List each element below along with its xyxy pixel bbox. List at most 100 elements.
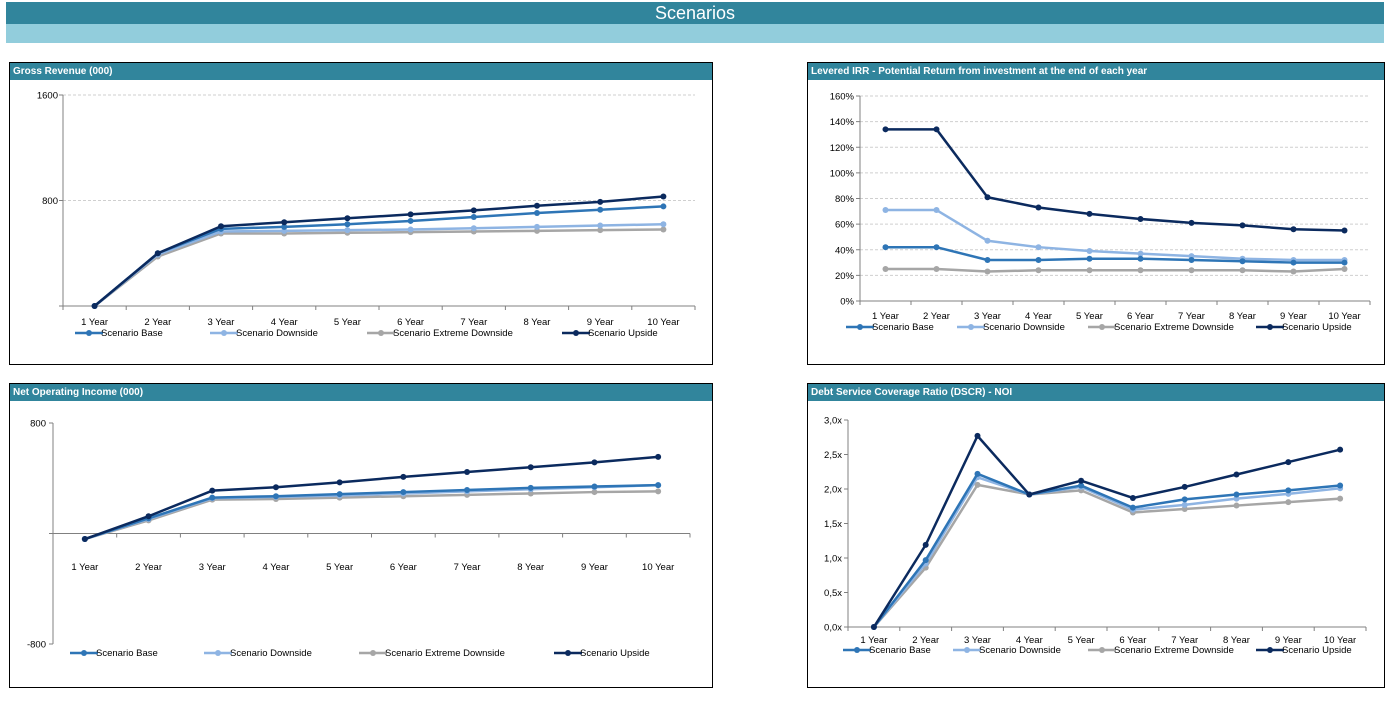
data-point-upside bbox=[1026, 491, 1033, 498]
data-point-upside bbox=[870, 624, 877, 630]
levered-irr-panel: Levered IRR - Potential Return from inve… bbox=[807, 62, 1385, 365]
legend-marker-extreme-downside bbox=[1099, 647, 1105, 653]
data-point-downside bbox=[1137, 250, 1144, 257]
x-tick-label: 7 Year bbox=[1171, 635, 1198, 646]
legend-label-downside: Scenario Downside bbox=[979, 645, 1061, 656]
data-point-upside bbox=[1285, 459, 1292, 466]
data-point-base bbox=[1129, 504, 1136, 511]
series-line-downside bbox=[885, 208, 1345, 262]
data-point-extreme-downside bbox=[882, 265, 889, 272]
data-point-upside bbox=[882, 126, 889, 133]
x-tick-label: 9 Year bbox=[1275, 635, 1302, 646]
data-point-upside bbox=[1239, 222, 1246, 229]
data-point-extreme-downside bbox=[1137, 267, 1144, 274]
data-point-downside bbox=[534, 223, 540, 230]
data-point-extreme-downside bbox=[1341, 265, 1348, 272]
x-tick-label: 4 Year bbox=[1025, 311, 1052, 322]
legend-marker-downside bbox=[221, 330, 227, 336]
x-tick-label: 6 Year bbox=[1127, 311, 1154, 322]
data-point-downside bbox=[344, 227, 351, 234]
data-point-upside bbox=[1341, 227, 1348, 234]
x-tick-label: 10 Year bbox=[647, 317, 679, 328]
x-tick-label: 5 Year bbox=[334, 317, 361, 328]
data-point-downside bbox=[597, 222, 604, 229]
y-tick-label: 120% bbox=[830, 143, 855, 154]
net-operating-income-chart-title: Net Operating Income (000) bbox=[10, 384, 712, 401]
legend-label-extreme-downside: Scenario Extreme Downside bbox=[385, 648, 505, 659]
x-tick-label: 9 Year bbox=[581, 562, 608, 573]
data-point-extreme-downside bbox=[1086, 267, 1093, 274]
data-point-upside bbox=[527, 464, 534, 471]
series-line-upside bbox=[93, 195, 664, 307]
data-point-base bbox=[407, 217, 414, 224]
x-tick-label: 6 Year bbox=[397, 317, 424, 328]
data-point-downside bbox=[470, 225, 477, 232]
data-point-upside bbox=[1086, 210, 1093, 217]
x-tick-label: 8 Year bbox=[1229, 311, 1256, 322]
data-point-upside bbox=[400, 473, 407, 480]
data-point-upside bbox=[272, 484, 279, 491]
x-tick-label: 1 Year bbox=[860, 635, 887, 646]
data-point-upside bbox=[281, 219, 288, 226]
dscr-chart: 0,0x 0,5x 1,0x 1,5x 2,0x 2,5x 3,0x 1 Year 2 Year… bbox=[824, 416, 1367, 656]
data-point-extreme-downside bbox=[974, 481, 981, 488]
y-tick-label: 100% bbox=[830, 168, 855, 179]
data-point-upside bbox=[218, 223, 224, 230]
data-point-downside bbox=[1233, 495, 1240, 502]
x-tick-label: 2 Year bbox=[912, 635, 939, 646]
legend-label-base: Scenario Base bbox=[96, 648, 158, 659]
series-line-base bbox=[84, 483, 659, 541]
x-tick-label: 4 Year bbox=[1016, 635, 1043, 646]
data-point-upside bbox=[407, 211, 414, 218]
x-tick-label: 6 Year bbox=[390, 562, 417, 573]
legend-label-extreme-downside: Scenario Extreme Downside bbox=[393, 328, 513, 339]
legend-label-upside: Scenario Upside bbox=[588, 328, 658, 339]
series-line-extreme-downside bbox=[84, 490, 659, 541]
legend-label-extreme-downside: Scenario Extreme Downside bbox=[1114, 645, 1234, 656]
data-point-downside bbox=[1181, 501, 1188, 508]
legend-marker-base bbox=[81, 650, 87, 656]
data-point-base bbox=[281, 223, 288, 230]
legend-marker-downside bbox=[964, 647, 970, 653]
levered-irr-chart: 0% 20% 40% 60% 80% 100% 120% 140% 160% 1 Year 2 Ye… bbox=[830, 92, 1371, 333]
legend-label-base: Scenario Base bbox=[872, 322, 934, 333]
data-point-extreme-downside bbox=[527, 490, 534, 497]
data-point-base bbox=[1341, 259, 1348, 266]
y-tick-label: 20% bbox=[835, 271, 855, 282]
legend-label-base: Scenario Base bbox=[101, 328, 163, 339]
x-tick-label: 10 Year bbox=[1324, 635, 1356, 646]
data-point-extreme-downside bbox=[655, 488, 662, 495]
x-tick-label: 5 Year bbox=[1076, 311, 1103, 322]
x-tick-label: 3 Year bbox=[208, 317, 235, 328]
y-tick-label: 2,5x bbox=[824, 450, 842, 461]
data-point-upside bbox=[145, 513, 152, 520]
x-tick-label: 9 Year bbox=[1280, 311, 1307, 322]
sub-header-bar bbox=[6, 24, 1384, 43]
data-point-extreme-downside bbox=[984, 268, 991, 275]
data-point-extreme-downside bbox=[1233, 502, 1240, 509]
data-point-upside bbox=[974, 432, 981, 439]
legend-label-upside: Scenario Upside bbox=[1282, 645, 1352, 656]
series-line-base bbox=[872, 472, 1341, 628]
legend-label-downside: Scenario Downside bbox=[236, 328, 318, 339]
data-point-extreme-downside bbox=[591, 489, 598, 496]
y-tick-label: 0,5x bbox=[824, 588, 842, 599]
data-point-base bbox=[1337, 482, 1344, 489]
y-tick-label: 1,5x bbox=[824, 519, 842, 530]
y-tick-label: 40% bbox=[835, 245, 855, 256]
gross-revenue-chart-title: Gross Revenue (000) bbox=[10, 63, 712, 80]
levered-irr-chart-title: Levered IRR - Potential Return from inve… bbox=[808, 63, 1384, 80]
y-tick-label: 800 bbox=[42, 196, 58, 207]
data-point-upside bbox=[470, 207, 477, 214]
legend-marker-upside bbox=[1267, 647, 1273, 653]
data-point-upside bbox=[1188, 219, 1195, 226]
data-point-base bbox=[464, 486, 471, 493]
legend-label-downside: Scenario Downside bbox=[983, 322, 1065, 333]
legend-marker-upside bbox=[573, 330, 579, 336]
y-tick-label: 2,0x bbox=[824, 485, 842, 496]
x-tick-label: 7 Year bbox=[460, 317, 487, 328]
data-point-base bbox=[470, 213, 477, 220]
data-point-base bbox=[1188, 257, 1195, 263]
x-tick-label: 3 Year bbox=[199, 562, 226, 573]
data-point-base bbox=[922, 557, 929, 564]
